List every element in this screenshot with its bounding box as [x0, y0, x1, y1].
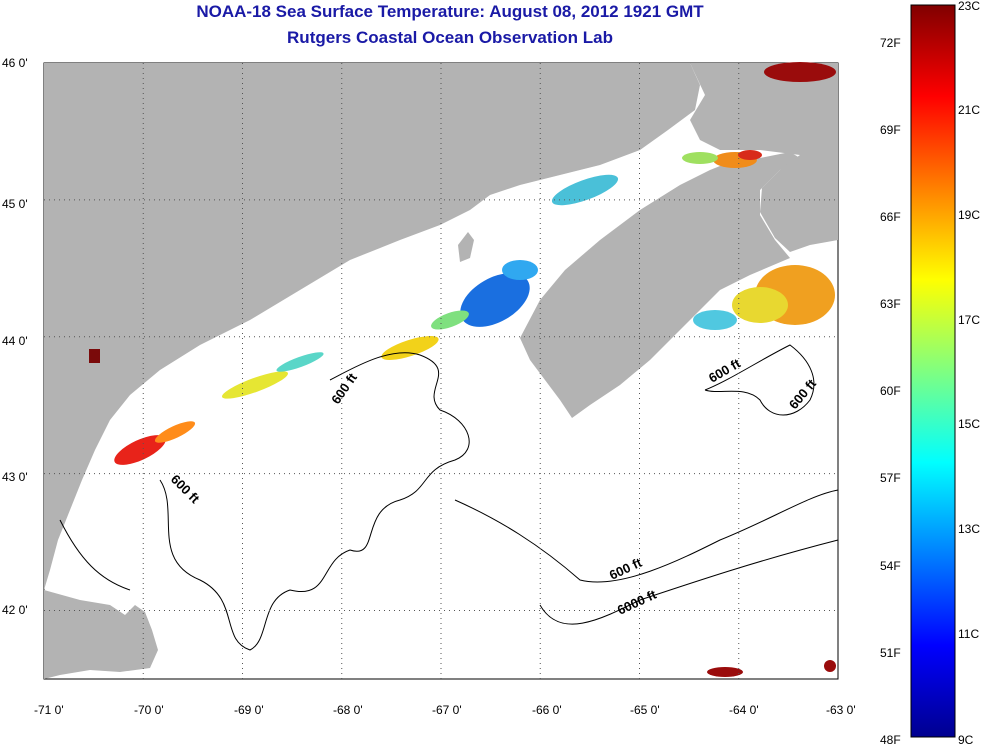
cbar-f-57: 57F	[880, 471, 901, 485]
sst-patch-green-minas	[682, 152, 718, 164]
cbar-f-60: 60F	[880, 384, 901, 398]
chart-title: NOAA-18 Sea Surface Temperature: August …	[196, 2, 704, 21]
lon-label-71: -71 0'	[34, 703, 64, 717]
sst-patch-blue-bay	[460, 273, 530, 327]
cbar-c-9: 9C	[958, 733, 974, 747]
cbar-c-13: 13C	[958, 522, 980, 536]
lat-label-46: 46 0'	[2, 56, 28, 70]
sst-patch-cyan-fundy	[551, 174, 619, 206]
cbar-f-63: 63F	[880, 297, 901, 311]
cbar-c-11: 11C	[958, 627, 979, 641]
contour-600-gulf	[159, 352, 470, 651]
lat-label-43: 43 0'	[2, 470, 28, 484]
land-mainland	[44, 63, 700, 590]
contour-6000	[539, 539, 839, 625]
lon-label-69: -69 0'	[234, 703, 264, 717]
lon-label-70: -70 0'	[134, 703, 164, 717]
lon-label-65: -65 0'	[630, 703, 660, 717]
sst-patch-cyan-mid	[276, 352, 324, 372]
lat-label-42: 42 0'	[2, 603, 28, 617]
sst-patch-green-bay	[431, 310, 469, 330]
lon-label-66: -66 0'	[532, 703, 562, 717]
colorbar-gradient	[910, 4, 956, 738]
cbar-f-48: 48F	[880, 733, 901, 747]
cbar-c-17: 17C	[958, 313, 980, 327]
lon-label-64: -64 0'	[729, 703, 759, 717]
lat-labels: 46 0' 45 0' 44 0' 43 0' 42 0'	[2, 56, 28, 617]
lon-label-68: -68 0'	[333, 703, 363, 717]
sst-patch-darkred-small	[89, 349, 100, 363]
cbar-f-51: 51F	[880, 646, 901, 660]
lon-label-67: -67 0'	[432, 703, 462, 717]
sst-patch-darkred-topright	[764, 62, 836, 82]
land-grand-manan	[458, 232, 474, 262]
colorbar-c-labels: 23C 21C 19C 17C 15C 13C 11C 9C	[958, 0, 980, 747]
sst-patch-yellow-ns-south	[732, 287, 788, 323]
colorbar-f-labels: 72F 69F 66F 63F 60F 57F 54F 51F 48F	[880, 36, 901, 747]
lon-labels: -71 0' -70 0' -69 0' -68 0' -67 0' -66 0…	[34, 703, 856, 717]
contour-lines	[59, 344, 839, 651]
sst-patch-red-minas	[738, 150, 762, 160]
cbar-c-23: 23C	[958, 0, 980, 13]
cbar-f-54: 54F	[880, 559, 901, 573]
sst-patch-yellow-bay	[381, 336, 439, 360]
sst-patches	[89, 62, 836, 677]
sst-patch-cyan-ns-south	[693, 310, 737, 330]
lon-label-63: -63 0'	[826, 703, 856, 717]
land-nova-scotia	[520, 152, 800, 418]
land-group	[44, 63, 838, 679]
sst-patch-darkred-bottom	[707, 667, 743, 677]
colorbar: 72F 69F 66F 63F 60F 57F 54F 51F 48F 23C …	[880, 0, 980, 747]
contour-600-ns	[704, 344, 815, 416]
cbar-c-19: 19C	[958, 208, 980, 222]
land-new-brunswick	[690, 63, 838, 252]
cbar-c-21: 21C	[958, 103, 980, 117]
sst-patch-warm-maine	[114, 435, 166, 465]
sst-patch-orange-maine	[154, 421, 196, 443]
land-cape-cod	[44, 590, 158, 679]
cbar-f-66: 66F	[880, 210, 901, 224]
sst-patch-yellow-mid	[222, 371, 288, 399]
cbar-c-15: 15C	[958, 417, 980, 431]
sst-patch-cyan-bay	[502, 260, 538, 280]
lat-label-44: 44 0'	[2, 334, 28, 348]
contour-600-shelf	[59, 519, 131, 591]
cbar-f-72: 72F	[880, 36, 901, 50]
contour-600-georges	[454, 489, 839, 583]
cbar-f-69: 69F	[880, 123, 901, 137]
sst-patch-darkred-corner	[824, 660, 836, 672]
chart-subtitle: Rutgers Coastal Ocean Observation Lab	[287, 28, 613, 47]
lat-label-45: 45 0'	[2, 197, 28, 211]
